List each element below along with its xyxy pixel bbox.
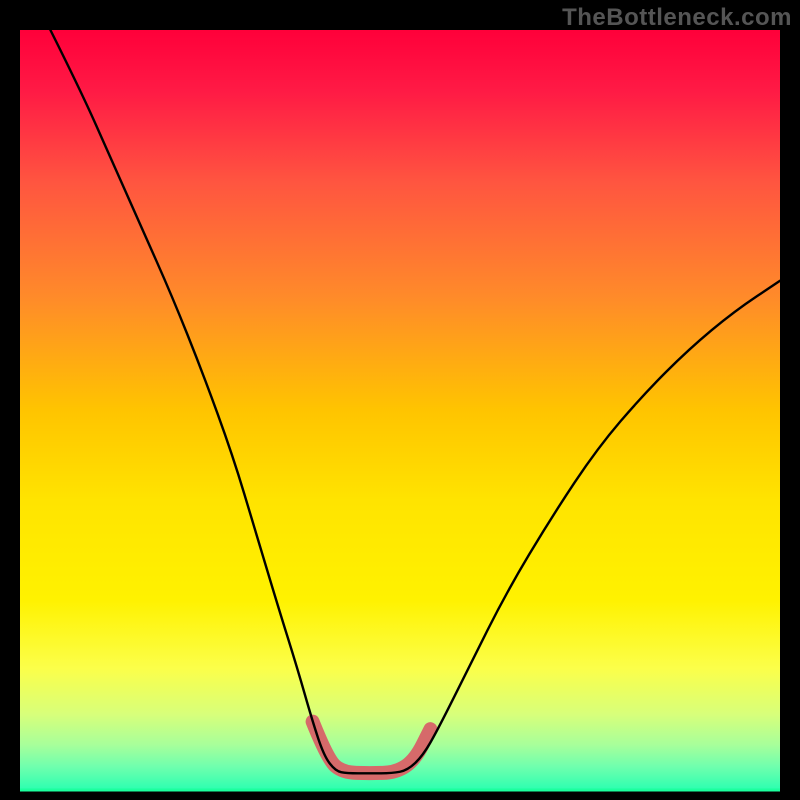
watermark-text: TheBottleneck.com xyxy=(562,4,792,32)
chart-stage: TheBottleneck.com xyxy=(0,0,800,800)
bottleneck-chart xyxy=(0,0,800,800)
plot-background xyxy=(20,30,780,790)
